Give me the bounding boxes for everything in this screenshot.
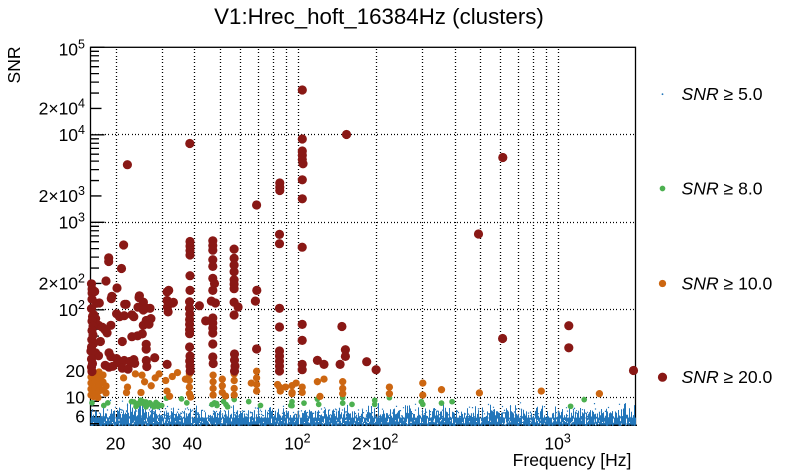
svg-text:2×102: 2×102 (39, 272, 85, 294)
svg-text:30: 30 (152, 434, 172, 454)
svg-text:SNR ≥ 20.0: SNR ≥ 20.0 (682, 367, 773, 387)
svg-text:20: 20 (106, 434, 126, 454)
svg-text:2×103: 2×103 (39, 184, 85, 206)
svg-text:V1:Hrec_hoft_16384Hz (clusters: V1:Hrec_hoft_16384Hz (clusters) (214, 4, 544, 29)
svg-text:SNR ≥ 8.0: SNR ≥ 8.0 (682, 179, 763, 199)
svg-text:SNR ≥ 5.0: SNR ≥ 5.0 (682, 84, 763, 104)
svg-text:Frequency [Hz]: Frequency [Hz] (513, 450, 632, 470)
svg-text:20: 20 (66, 361, 86, 381)
svg-text:10: 10 (66, 387, 86, 407)
svg-text:SNR: SNR (4, 47, 24, 84)
svg-text:6: 6 (75, 407, 85, 427)
svg-text:40: 40 (183, 434, 203, 454)
svg-text:2×102: 2×102 (352, 432, 398, 454)
svg-text:2×104: 2×104 (39, 97, 85, 119)
svg-text:SNR ≥ 10.0: SNR ≥ 10.0 (682, 274, 773, 294)
